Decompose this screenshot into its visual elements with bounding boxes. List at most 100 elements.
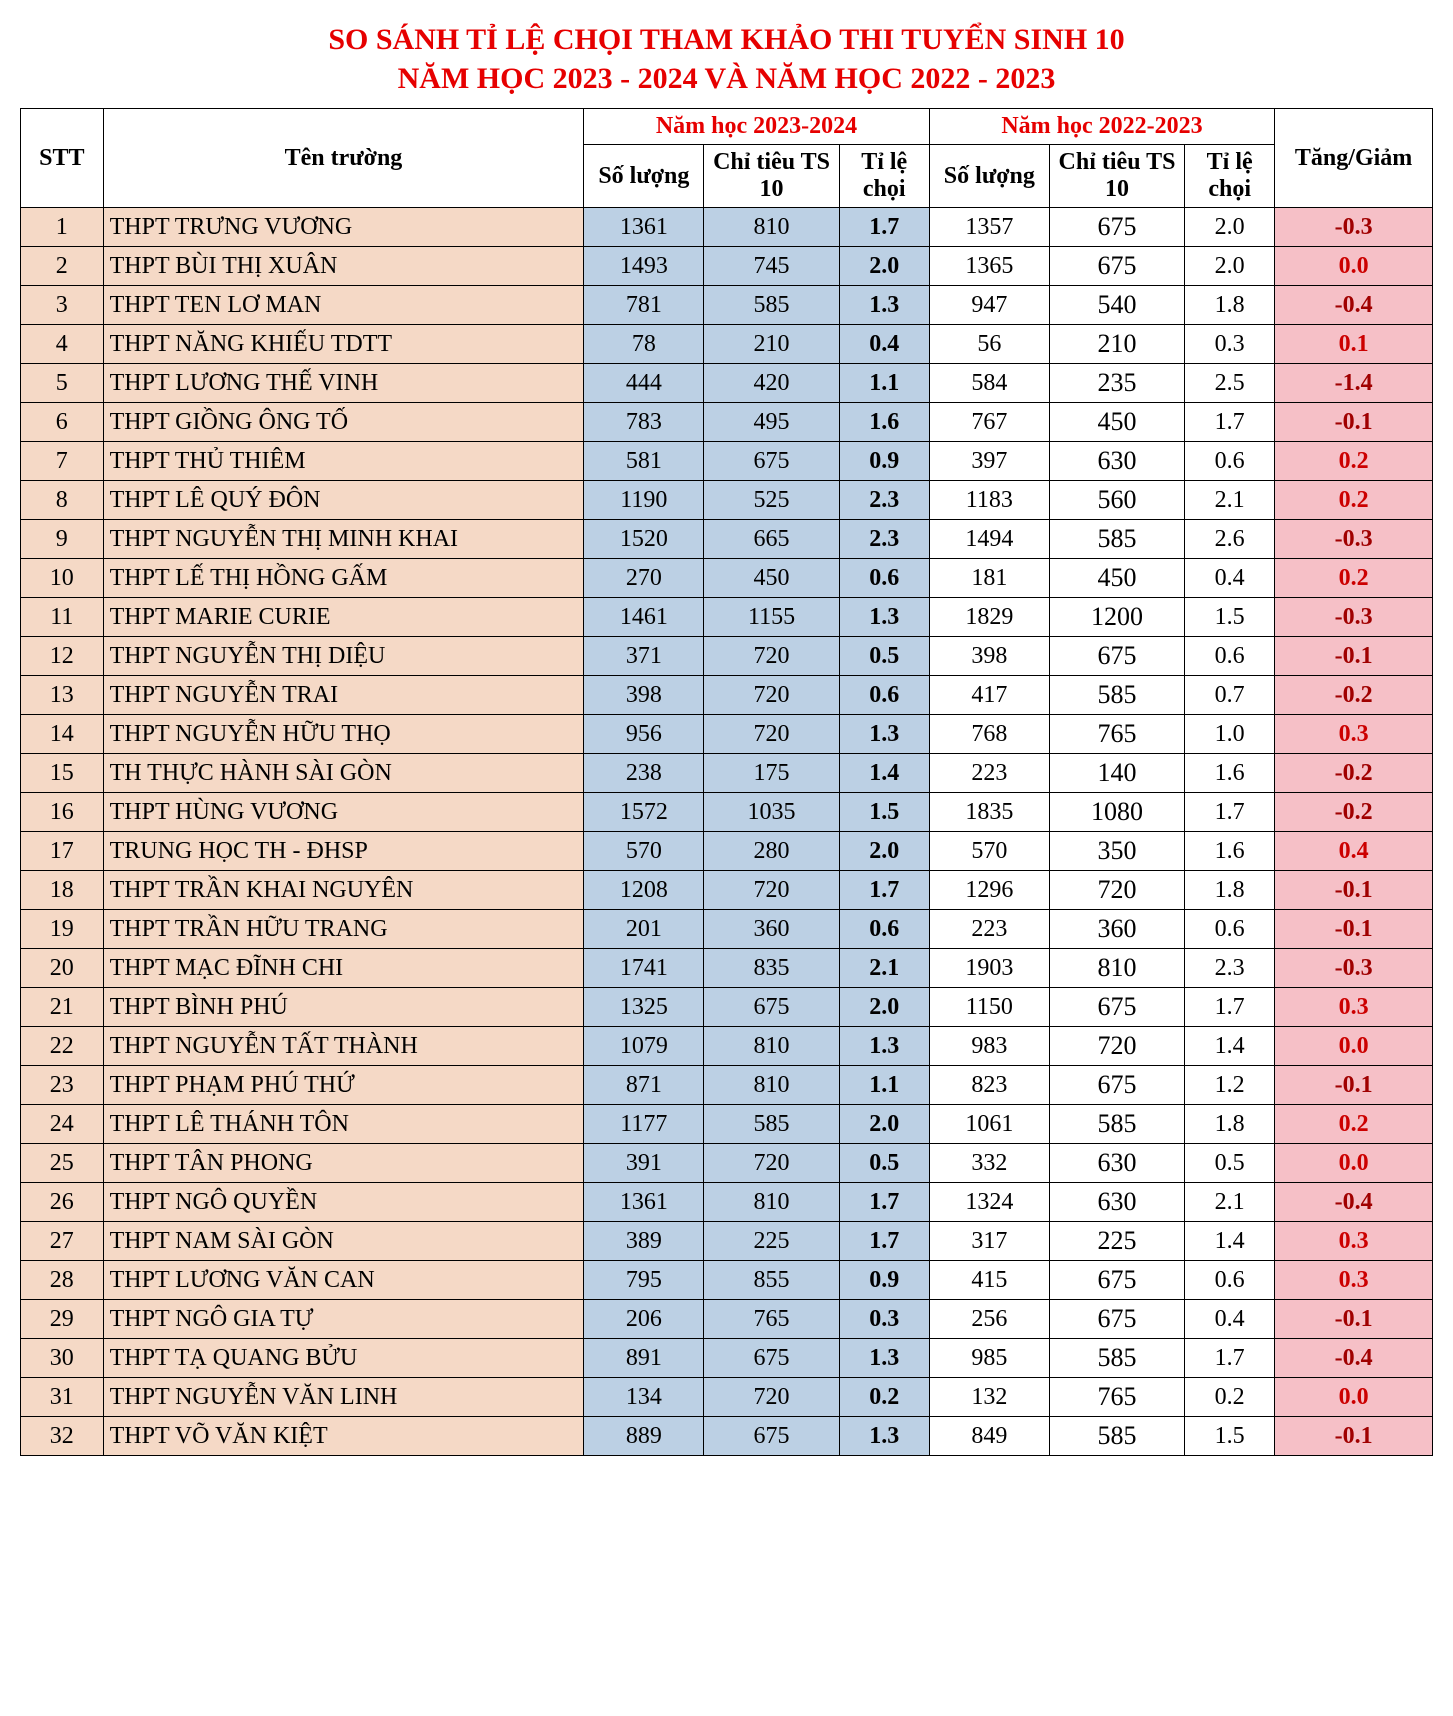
table-row: 31THPT NGUYỄN VĂN LINH1347200.21327650.2… [21, 1378, 1433, 1417]
cell-stt: 10 [21, 559, 104, 598]
cell-diff: -0.3 [1275, 520, 1433, 559]
cell-stt: 13 [21, 676, 104, 715]
cell-chi-tieu-2023: 420 [704, 364, 839, 403]
table-row: 30THPT TẠ QUANG BỬU8916751.39855851.7-0.… [21, 1339, 1433, 1378]
cell-name: THPT TEN LƠ MAN [103, 286, 584, 325]
cell-so-luong-2023: 398 [584, 676, 704, 715]
cell-name: THPT LƯƠNG THẾ VINH [103, 364, 584, 403]
cell-chi-tieu-2023: 675 [704, 988, 839, 1027]
cell-so-luong-2022: 1494 [929, 520, 1049, 559]
cell-ti-le-2022: 2.5 [1185, 364, 1275, 403]
cell-so-luong-2022: 332 [929, 1144, 1049, 1183]
cell-name: THPT NGUYỄN HỮU THỌ [103, 715, 584, 754]
cell-so-luong-2023: 1520 [584, 520, 704, 559]
header-chi-tieu-2022: Chỉ tiêu TS 10 [1049, 145, 1184, 208]
cell-name: THPT LƯƠNG VĂN CAN [103, 1261, 584, 1300]
cell-ti-le-2023: 2.3 [839, 520, 929, 559]
cell-so-luong-2023: 1741 [584, 949, 704, 988]
cell-ti-le-2023: 1.4 [839, 754, 929, 793]
cell-stt: 15 [21, 754, 104, 793]
cell-so-luong-2023: 78 [584, 325, 704, 364]
cell-so-luong-2022: 1357 [929, 208, 1049, 247]
cell-stt: 31 [21, 1378, 104, 1417]
table-row: 18THPT TRẦN KHAI NGUYÊN12087201.71296720… [21, 871, 1433, 910]
cell-diff: -0.1 [1275, 637, 1433, 676]
cell-ti-le-2022: 1.7 [1185, 988, 1275, 1027]
cell-so-luong-2022: 398 [929, 637, 1049, 676]
cell-chi-tieu-2022: 810 [1049, 949, 1184, 988]
cell-so-luong-2022: 767 [929, 403, 1049, 442]
cell-so-luong-2023: 238 [584, 754, 704, 793]
header-name: Tên trường [103, 109, 584, 208]
cell-diff: 0.0 [1275, 1144, 1433, 1183]
header-so-luong-2022: Số lượng [929, 145, 1049, 208]
cell-so-luong-2023: 891 [584, 1339, 704, 1378]
cell-ti-le-2023: 1.7 [839, 1222, 929, 1261]
cell-so-luong-2022: 415 [929, 1261, 1049, 1300]
cell-name: THPT LẾ THỊ HỒNG GẤM [103, 559, 584, 598]
header-year-2022: Năm học 2022-2023 [929, 109, 1274, 145]
cell-chi-tieu-2023: 675 [704, 1339, 839, 1378]
cell-ti-le-2023: 2.3 [839, 481, 929, 520]
cell-ti-le-2022: 1.4 [1185, 1222, 1275, 1261]
cell-so-luong-2023: 1177 [584, 1105, 704, 1144]
table-body: 1THPT TRƯNG VƯƠNG13618101.713576752.0-0.… [21, 208, 1433, 1456]
cell-chi-tieu-2023: 855 [704, 1261, 839, 1300]
cell-stt: 8 [21, 481, 104, 520]
cell-ti-le-2022: 1.8 [1185, 871, 1275, 910]
cell-name: THPT NGUYỄN VĂN LINH [103, 1378, 584, 1417]
cell-ti-le-2022: 1.6 [1185, 832, 1275, 871]
cell-stt: 29 [21, 1300, 104, 1339]
cell-name: THPT NGUYỄN TRAI [103, 676, 584, 715]
cell-chi-tieu-2023: 585 [704, 286, 839, 325]
cell-so-luong-2023: 570 [584, 832, 704, 871]
cell-chi-tieu-2022: 360 [1049, 910, 1184, 949]
cell-so-luong-2022: 181 [929, 559, 1049, 598]
cell-name: THPT MẠC ĐĨNH CHI [103, 949, 584, 988]
cell-stt: 11 [21, 598, 104, 637]
cell-name: THPT BÌNH PHÚ [103, 988, 584, 1027]
cell-diff: 0.2 [1275, 1105, 1433, 1144]
cell-so-luong-2022: 985 [929, 1339, 1049, 1378]
cell-name: TRUNG HỌC TH - ĐHSP [103, 832, 584, 871]
cell-so-luong-2022: 317 [929, 1222, 1049, 1261]
cell-chi-tieu-2022: 225 [1049, 1222, 1184, 1261]
cell-stt: 30 [21, 1339, 104, 1378]
cell-name: THPT NGÔ GIA TỰ [103, 1300, 584, 1339]
cell-stt: 18 [21, 871, 104, 910]
cell-name: THPT TRƯNG VƯƠNG [103, 208, 584, 247]
cell-chi-tieu-2022: 675 [1049, 1261, 1184, 1300]
cell-ti-le-2022: 1.4 [1185, 1027, 1275, 1066]
cell-ti-le-2022: 2.1 [1185, 1183, 1275, 1222]
cell-chi-tieu-2022: 540 [1049, 286, 1184, 325]
cell-so-luong-2023: 1079 [584, 1027, 704, 1066]
cell-ti-le-2022: 0.4 [1185, 1300, 1275, 1339]
table-row: 4THPT NĂNG KHIẾU TDTT782100.4562100.30.1 [21, 325, 1433, 364]
cell-chi-tieu-2023: 360 [704, 910, 839, 949]
cell-chi-tieu-2022: 675 [1049, 988, 1184, 1027]
cell-ti-le-2022: 0.3 [1185, 325, 1275, 364]
cell-chi-tieu-2023: 675 [704, 442, 839, 481]
cell-name: THPT NĂNG KHIẾU TDTT [103, 325, 584, 364]
cell-so-luong-2023: 783 [584, 403, 704, 442]
cell-so-luong-2022: 417 [929, 676, 1049, 715]
cell-ti-le-2023: 0.9 [839, 1261, 929, 1300]
cell-ti-le-2022: 1.2 [1185, 1066, 1275, 1105]
cell-diff: -0.1 [1275, 1300, 1433, 1339]
cell-name: THPT NGUYỄN TẤT THÀNH [103, 1027, 584, 1066]
cell-chi-tieu-2022: 675 [1049, 637, 1184, 676]
cell-so-luong-2022: 849 [929, 1417, 1049, 1456]
cell-so-luong-2023: 134 [584, 1378, 704, 1417]
cell-name: THPT THỦ THIÊM [103, 442, 584, 481]
cell-ti-le-2023: 1.1 [839, 1066, 929, 1105]
cell-stt: 3 [21, 286, 104, 325]
cell-chi-tieu-2023: 810 [704, 1066, 839, 1105]
cell-chi-tieu-2022: 585 [1049, 676, 1184, 715]
cell-chi-tieu-2022: 210 [1049, 325, 1184, 364]
table-row: 22THPT NGUYỄN TẤT THÀNH10798101.39837201… [21, 1027, 1433, 1066]
cell-ti-le-2022: 2.3 [1185, 949, 1275, 988]
cell-chi-tieu-2023: 665 [704, 520, 839, 559]
table-row: 29THPT NGÔ GIA TỰ2067650.32566750.4-0.1 [21, 1300, 1433, 1339]
cell-ti-le-2023: 0.5 [839, 637, 929, 676]
cell-chi-tieu-2022: 1080 [1049, 793, 1184, 832]
